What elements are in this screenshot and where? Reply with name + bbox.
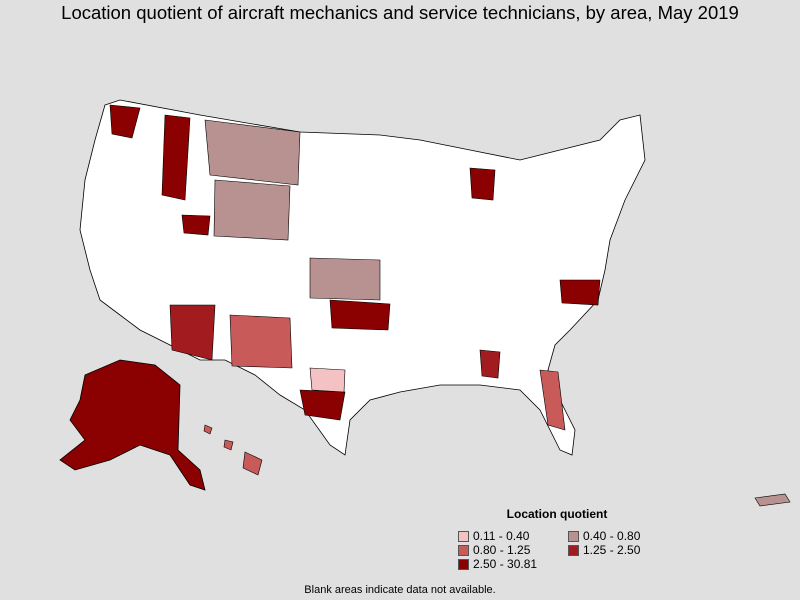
michigan-area xyxy=(469,167,496,201)
legend-swatch xyxy=(458,558,469,570)
florida-area xyxy=(539,369,566,431)
footnote: Blank areas indicate data not available. xyxy=(304,584,496,596)
wyoming-area xyxy=(213,179,291,241)
map-title: Location quotient of aircraft mechanics … xyxy=(61,2,739,23)
idaho-area xyxy=(161,114,191,201)
montana-area xyxy=(204,119,301,186)
legend-label: 0.80 - 1.25 xyxy=(473,543,531,557)
texas-area-2 xyxy=(309,367,346,393)
legend-item: 0.80 - 1.25 xyxy=(452,543,562,557)
puerto-rico xyxy=(754,493,791,507)
shaded-areas xyxy=(109,104,601,431)
legend-label: 1.25 - 2.50 xyxy=(583,543,641,557)
legend-label: 2.50 - 30.81 xyxy=(473,557,538,571)
legend-item: 0.11 - 0.40 xyxy=(452,529,562,543)
legend-label: 0.40 - 0.80 xyxy=(583,529,641,543)
legend-swatch xyxy=(458,544,469,556)
legend-item: 0.40 - 0.80 xyxy=(562,529,672,543)
hawaii-islands xyxy=(203,424,263,476)
legend-item: 2.50 - 30.81 xyxy=(452,557,562,571)
new-mexico-area xyxy=(229,314,293,369)
legend-item: 1.25 - 2.50 xyxy=(562,543,672,557)
oklahoma-area xyxy=(329,299,391,331)
legend-swatch xyxy=(458,530,469,542)
kansas-area xyxy=(309,257,381,301)
legend-swatch xyxy=(568,530,579,542)
legend: Location quotient 0.11 - 0.40 0.40 - 0.8… xyxy=(452,507,702,571)
utah-area xyxy=(181,214,211,236)
arizona-area xyxy=(169,304,216,361)
georgia-area xyxy=(479,349,501,379)
texas-area-1 xyxy=(299,389,346,421)
alaska-outline xyxy=(59,359,206,491)
legend-title: Location quotient xyxy=(506,507,608,521)
legend-label: 0.11 - 0.40 xyxy=(473,529,530,543)
legend-swatch xyxy=(568,544,579,556)
north-carolina-area xyxy=(559,279,601,306)
washington-area xyxy=(109,104,141,139)
